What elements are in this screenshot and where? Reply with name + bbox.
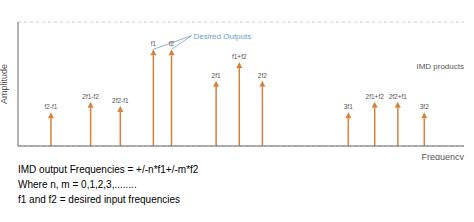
svg-text:2f1-f2: 2f1-f2 xyxy=(82,93,99,100)
svg-text:2f2-f1: 2f2-f1 xyxy=(112,97,129,104)
svg-text:Frequency: Frequency xyxy=(421,152,464,160)
svg-text:Desired Outputs: Desired Outputs xyxy=(193,32,251,41)
svg-text:f1+f2: f1+f2 xyxy=(232,53,247,60)
svg-text:2f2+f1: 2f2+f1 xyxy=(389,93,408,100)
html-text:Where n, m = 0,1,2,3,........: Where n, m = 0,1,2,3,........ xyxy=(18,179,137,190)
svg-text:2f1+f2: 2f1+f2 xyxy=(366,93,385,100)
svg-text:2f2: 2f2 xyxy=(258,72,267,79)
svg-text:2f1: 2f1 xyxy=(212,72,221,79)
html-text:IMD products: IMD products xyxy=(416,62,464,71)
svg-text:Amplitude: Amplitude xyxy=(8,64,9,104)
svg-text:f1: f1 xyxy=(151,40,157,47)
html-text:f1 and f2 = desired input freq: f1 and f2 = desired input frequencies xyxy=(18,194,181,205)
html-text:IMD output Frequencies = +/-n*: IMD output Frequencies = +/-n*f1+/-m*f2 xyxy=(18,164,199,175)
svg-text:f2-f1: f2-f1 xyxy=(44,103,57,110)
svg-text:3f1: 3f1 xyxy=(344,103,353,110)
svg-text:f2: f2 xyxy=(169,40,175,47)
svg-text:3f2: 3f2 xyxy=(420,103,429,110)
